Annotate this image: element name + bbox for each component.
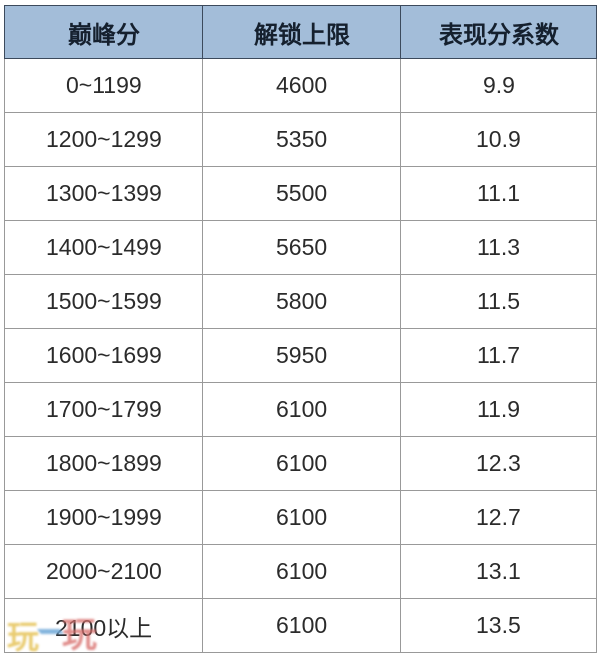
svg-text:玩: 玩 xyxy=(7,619,39,655)
svg-text:玩: 玩 xyxy=(62,616,97,655)
